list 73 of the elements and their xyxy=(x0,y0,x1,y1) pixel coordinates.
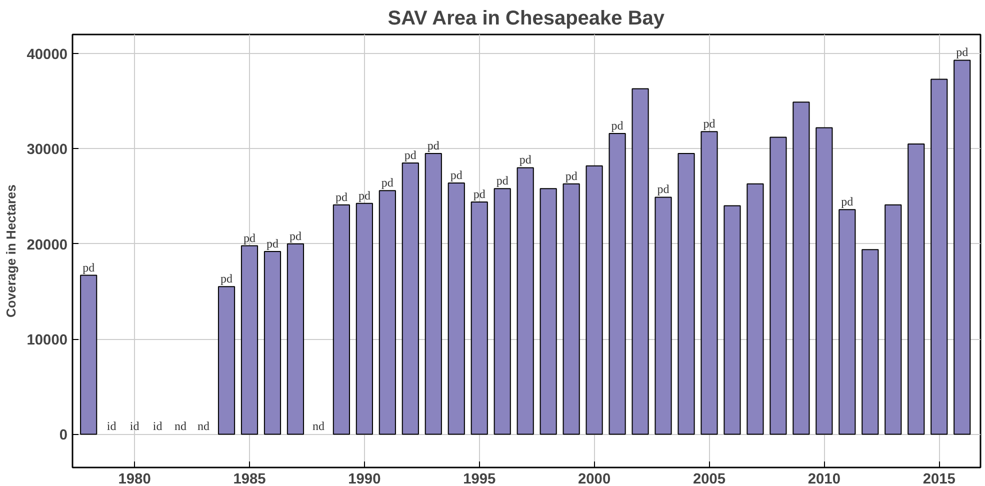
bar xyxy=(654,196,672,435)
x-tick-label: 1985 xyxy=(233,472,266,486)
text: nd xyxy=(312,419,324,434)
data-label: pd xyxy=(841,194,854,209)
bar xyxy=(632,88,649,435)
data-label: pd xyxy=(266,236,278,250)
x-tick-label: 2005 xyxy=(692,472,726,486)
data-label: pd xyxy=(611,118,624,132)
bar xyxy=(700,131,718,435)
bar xyxy=(332,204,350,435)
bar xyxy=(264,250,282,435)
bar xyxy=(954,60,971,435)
data-label: pd xyxy=(335,190,348,204)
y-tick-label: 0 xyxy=(59,428,68,444)
bar xyxy=(884,204,902,435)
bar xyxy=(930,78,948,435)
y-tick-label: 40000 xyxy=(26,47,68,64)
bar xyxy=(792,102,810,435)
x-tick-label: 1980 xyxy=(118,472,151,486)
bar xyxy=(240,245,258,435)
data-label: pd xyxy=(496,174,508,188)
bar xyxy=(286,243,304,435)
bar xyxy=(402,162,419,435)
x-tick-label: 2000 xyxy=(578,472,611,486)
data-label: pd xyxy=(427,138,440,152)
data-label: pd xyxy=(519,152,532,167)
x-tick-label: 1990 xyxy=(348,472,381,486)
bar xyxy=(378,190,396,435)
bar xyxy=(746,183,764,435)
bar xyxy=(494,188,511,435)
data-label: pd xyxy=(956,45,968,60)
y-tick-label: 10000 xyxy=(26,332,68,349)
bar xyxy=(586,165,603,435)
bar xyxy=(516,167,534,435)
data-label: pd xyxy=(473,186,486,201)
chart-title: SAV Area in Chesapeake Bay xyxy=(388,8,666,30)
bar xyxy=(540,188,557,435)
data-label: pd xyxy=(703,116,716,131)
bar xyxy=(838,209,856,435)
data-label: pd xyxy=(565,168,578,183)
bar xyxy=(816,127,833,435)
text: id xyxy=(106,419,116,434)
data-label: pd xyxy=(244,230,256,245)
text: id xyxy=(152,419,162,434)
x-tick-label: 2015 xyxy=(922,472,956,486)
text: nd xyxy=(174,419,187,434)
x-tick-label: 1995 xyxy=(463,472,496,486)
bar xyxy=(908,143,925,435)
bar xyxy=(770,136,787,435)
y-axis-title: Coverage in Hectares xyxy=(4,184,19,318)
data-label: pd xyxy=(358,188,370,202)
text: id xyxy=(130,419,140,434)
data-label: pd xyxy=(381,176,394,190)
bar xyxy=(562,183,580,435)
data-label: pd xyxy=(220,272,233,286)
data-label: pd xyxy=(404,148,416,162)
bar xyxy=(862,249,879,435)
bar xyxy=(724,205,741,435)
y-tick-label: 30000 xyxy=(26,142,68,158)
data-label: pd xyxy=(450,168,462,182)
x-tick-label: 2010 xyxy=(808,472,840,486)
bar xyxy=(608,132,626,435)
bar xyxy=(678,152,695,435)
bar xyxy=(424,152,442,435)
data-label: pd xyxy=(657,182,670,196)
bar xyxy=(356,202,373,435)
text: nd xyxy=(198,419,210,434)
y-tick-label: 20000 xyxy=(26,237,68,254)
bar xyxy=(218,286,236,435)
data-label: pd xyxy=(289,228,302,243)
bar xyxy=(470,201,488,435)
data-label: pd xyxy=(82,260,95,274)
bar xyxy=(448,182,465,435)
